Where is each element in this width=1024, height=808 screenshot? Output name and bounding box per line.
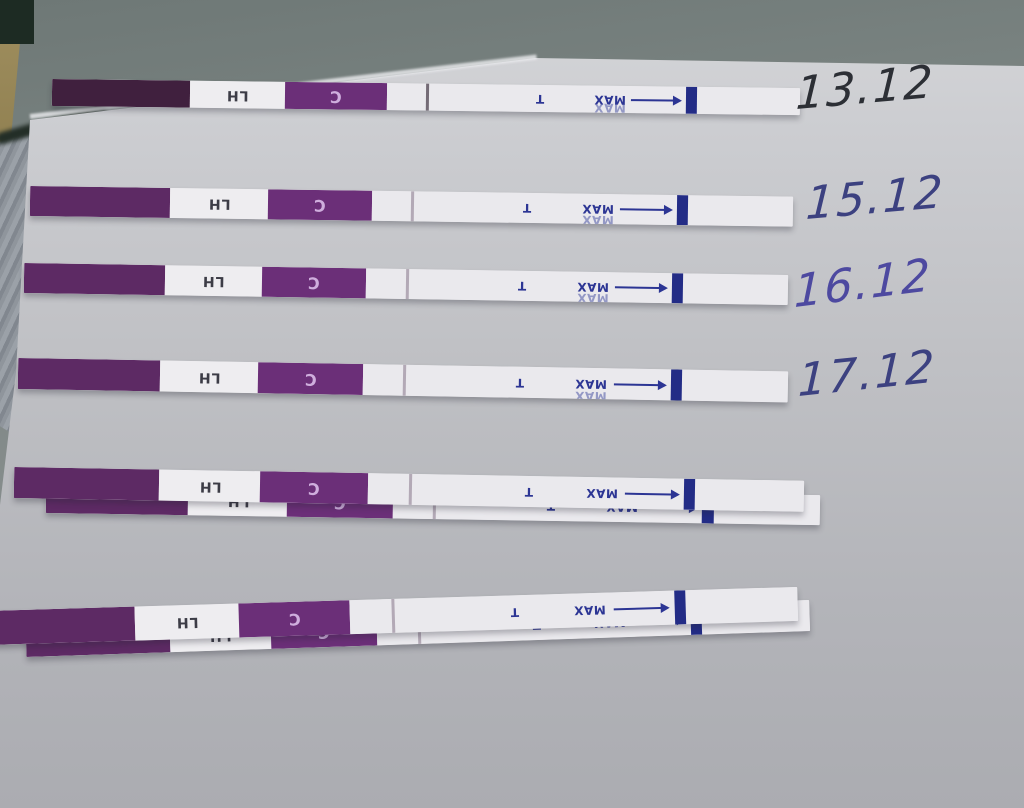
- t-label: T: [510, 605, 520, 620]
- strip-c-section: C: [238, 600, 351, 638]
- faint-test-line: [405, 269, 410, 300]
- strip-handle: [17, 358, 160, 392]
- strip-handle: [29, 186, 171, 218]
- dip-limit-band: [686, 86, 698, 114]
- max-arrow-icon: [630, 98, 681, 102]
- dip-limit-band: [673, 590, 687, 625]
- faint-test-line: [402, 364, 407, 396]
- t-label: T: [515, 375, 525, 390]
- max-arrow-icon: [625, 492, 678, 496]
- t-label: T: [535, 91, 544, 106]
- max-label: MAX: [573, 602, 606, 618]
- c-label: C: [308, 273, 321, 293]
- faint-test-line: [411, 191, 415, 222]
- faint-test-line: [391, 598, 396, 633]
- lh-label: LH: [198, 477, 222, 495]
- faint-test-line: [408, 473, 413, 505]
- dip-limit-band: [670, 369, 683, 401]
- lh-label: LH: [207, 195, 231, 212]
- strip-c-section: C: [262, 266, 367, 299]
- faint-test-line: [425, 83, 430, 111]
- max-arrow-icon: [613, 382, 665, 386]
- strip-membrane: T MAX MAX: [371, 190, 794, 227]
- dip-limit-band: [676, 195, 689, 226]
- lh-label: LH: [175, 613, 199, 631]
- strip-lh-section: LH: [164, 265, 263, 297]
- strip-lh-section: LH: [170, 187, 269, 220]
- strip-handle: [23, 263, 165, 296]
- c-label: C: [308, 478, 321, 498]
- c-label: C: [288, 609, 301, 630]
- strip-lh-section: LH: [134, 603, 240, 641]
- c-label: C: [313, 195, 326, 216]
- c-label: C: [330, 86, 343, 107]
- lh-label: LH: [201, 272, 225, 290]
- dark-corner-object: [0, 0, 34, 44]
- dip-limit-band: [683, 478, 696, 510]
- strip-handle: [51, 79, 190, 108]
- lh-label: LH: [226, 86, 249, 103]
- t-label: T: [523, 200, 532, 216]
- strip-c-section: C: [267, 189, 372, 221]
- strip-handle: [0, 606, 136, 645]
- strip-c-section: C: [285, 81, 388, 111]
- strip-lh-section: LH: [159, 469, 261, 503]
- c-label: C: [304, 369, 317, 389]
- strip-lh-section: LH: [189, 80, 286, 109]
- strip-membrane: T MAX MAX: [386, 83, 801, 115]
- max-label: MAX: [585, 485, 618, 501]
- strip-c-section: C: [260, 471, 369, 505]
- max-arrow-icon: [620, 208, 671, 211]
- t-label: T: [524, 484, 534, 499]
- lh-label: LH: [197, 368, 221, 386]
- max-arrow-icon: [614, 286, 666, 290]
- dip-limit-band: [671, 273, 684, 304]
- t-label: T: [517, 278, 527, 293]
- strip-lh-section: LH: [159, 360, 259, 394]
- strip-c-section: C: [257, 362, 364, 396]
- strip-handle: [13, 467, 160, 501]
- max-arrow-icon: [613, 606, 668, 611]
